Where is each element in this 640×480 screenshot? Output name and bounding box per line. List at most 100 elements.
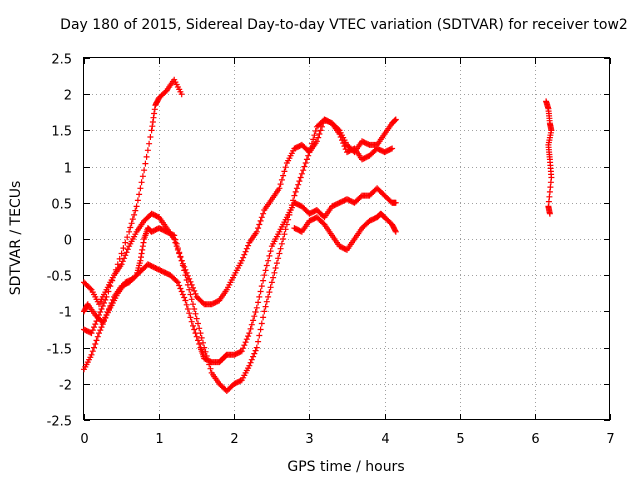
y-tick-label: -1.5 [47, 343, 72, 358]
data-point-marker [138, 179, 145, 186]
data-point-marker [252, 309, 259, 315]
data-point-marker [195, 337, 201, 344]
data-point-marker [146, 140, 153, 147]
data-point-marker [258, 283, 265, 290]
data-point-marker [303, 156, 310, 163]
y-tick-label: 0 [64, 234, 72, 249]
data-point-marker [246, 362, 253, 369]
data-point-marker [191, 326, 198, 333]
data-point-marker [252, 347, 259, 354]
data-point-marker [91, 344, 97, 351]
data-point-marker [103, 312, 110, 318]
x-tick-label: 2 [230, 432, 238, 447]
data-point-marker [136, 191, 143, 198]
data-point-marker [263, 298, 270, 305]
data-point-marker [124, 246, 131, 253]
y-axis-label: SDTVAR / TECUs [8, 181, 24, 296]
data-point-marker [187, 314, 194, 321]
data-point-marker [277, 245, 284, 252]
data-point-marker [186, 310, 193, 317]
data-point-marker [195, 320, 201, 327]
data-point-marker [151, 110, 158, 117]
data-point-marker [200, 339, 206, 346]
data-point-marker [183, 277, 190, 283]
data-point-marker [282, 164, 289, 171]
data-point-marker [205, 357, 211, 364]
data-point-marker [133, 203, 140, 210]
data-point-marker [173, 240, 180, 247]
data-point-marker [253, 304, 260, 311]
data-point-marker [262, 267, 269, 274]
y-tick-label: -1 [59, 306, 72, 321]
data-point-marker [257, 326, 264, 333]
data-point-marker [260, 314, 267, 321]
y-tick-label: -2.5 [47, 415, 72, 430]
data-point-marker [118, 261, 125, 268]
data-point-marker [127, 224, 134, 231]
plot-frame [83, 57, 610, 420]
data-point-marker [313, 138, 320, 145]
data-point-marker [287, 207, 294, 213]
data-point-marker [257, 288, 264, 295]
data-point-marker [177, 253, 184, 260]
y-tick-label: 2.5 [51, 53, 72, 68]
data-point-marker [184, 306, 191, 312]
data-point-marker [176, 249, 183, 256]
data-point-marker [240, 345, 247, 352]
data-point-marker [182, 297, 189, 304]
y-tick-label: 2 [64, 89, 72, 104]
data-point-marker [243, 245, 250, 252]
data-point-marker [122, 252, 129, 259]
data-point-marker [177, 285, 184, 292]
data-point-marker [190, 284, 196, 291]
data-point-marker [262, 303, 269, 310]
data-point-marker [132, 207, 139, 214]
data-point-marker [182, 272, 189, 279]
data-point-marker [296, 178, 303, 185]
data-point-marker [109, 296, 116, 303]
data-point-marker [256, 293, 263, 300]
data-point-marker [260, 277, 267, 284]
data-point-marker [267, 248, 274, 255]
series-arc-f [543, 98, 555, 217]
data-point-marker [102, 315, 109, 321]
data-point-marker [121, 255, 128, 262]
data-points [81, 76, 555, 394]
data-point-marker [256, 221, 263, 228]
data-point-marker [335, 126, 342, 133]
data-point-marker [139, 246, 146, 253]
x-tick-label: 6 [531, 432, 539, 447]
data-point-marker [186, 286, 193, 293]
data-point-marker [241, 342, 248, 349]
data-point-marker [241, 251, 248, 258]
data-point-marker [263, 262, 270, 269]
data-point-marker [288, 202, 295, 209]
data-point-marker [280, 236, 287, 242]
data-point-marker [197, 330, 204, 337]
data-point-marker [267, 284, 274, 291]
data-point-marker [306, 149, 313, 156]
data-point-marker [292, 188, 299, 195]
data-point-marker [88, 351, 95, 358]
data-point-marker [184, 281, 191, 288]
data-point-marker [183, 301, 190, 308]
data-point-marker [282, 226, 289, 233]
data-point-marker [134, 197, 141, 204]
data-point-marker [389, 145, 396, 152]
data-point-marker [278, 240, 285, 247]
data-point-marker [266, 289, 273, 296]
data-point-marker [281, 231, 288, 238]
data-point-marker [301, 163, 308, 170]
y-tick-label: -2 [59, 379, 72, 394]
data-point-marker [258, 320, 265, 327]
data-point-marker [88, 330, 95, 337]
data-point-marker [137, 185, 144, 192]
data-point-marker [101, 300, 107, 306]
data-point-marker [89, 348, 96, 355]
data-point-marker [123, 249, 130, 256]
x-tick-label: 3 [305, 432, 313, 447]
series-arc-a [81, 76, 185, 337]
data-point-marker [302, 160, 309, 166]
data-point-marker [242, 339, 249, 346]
series-arc-d [81, 116, 399, 394]
